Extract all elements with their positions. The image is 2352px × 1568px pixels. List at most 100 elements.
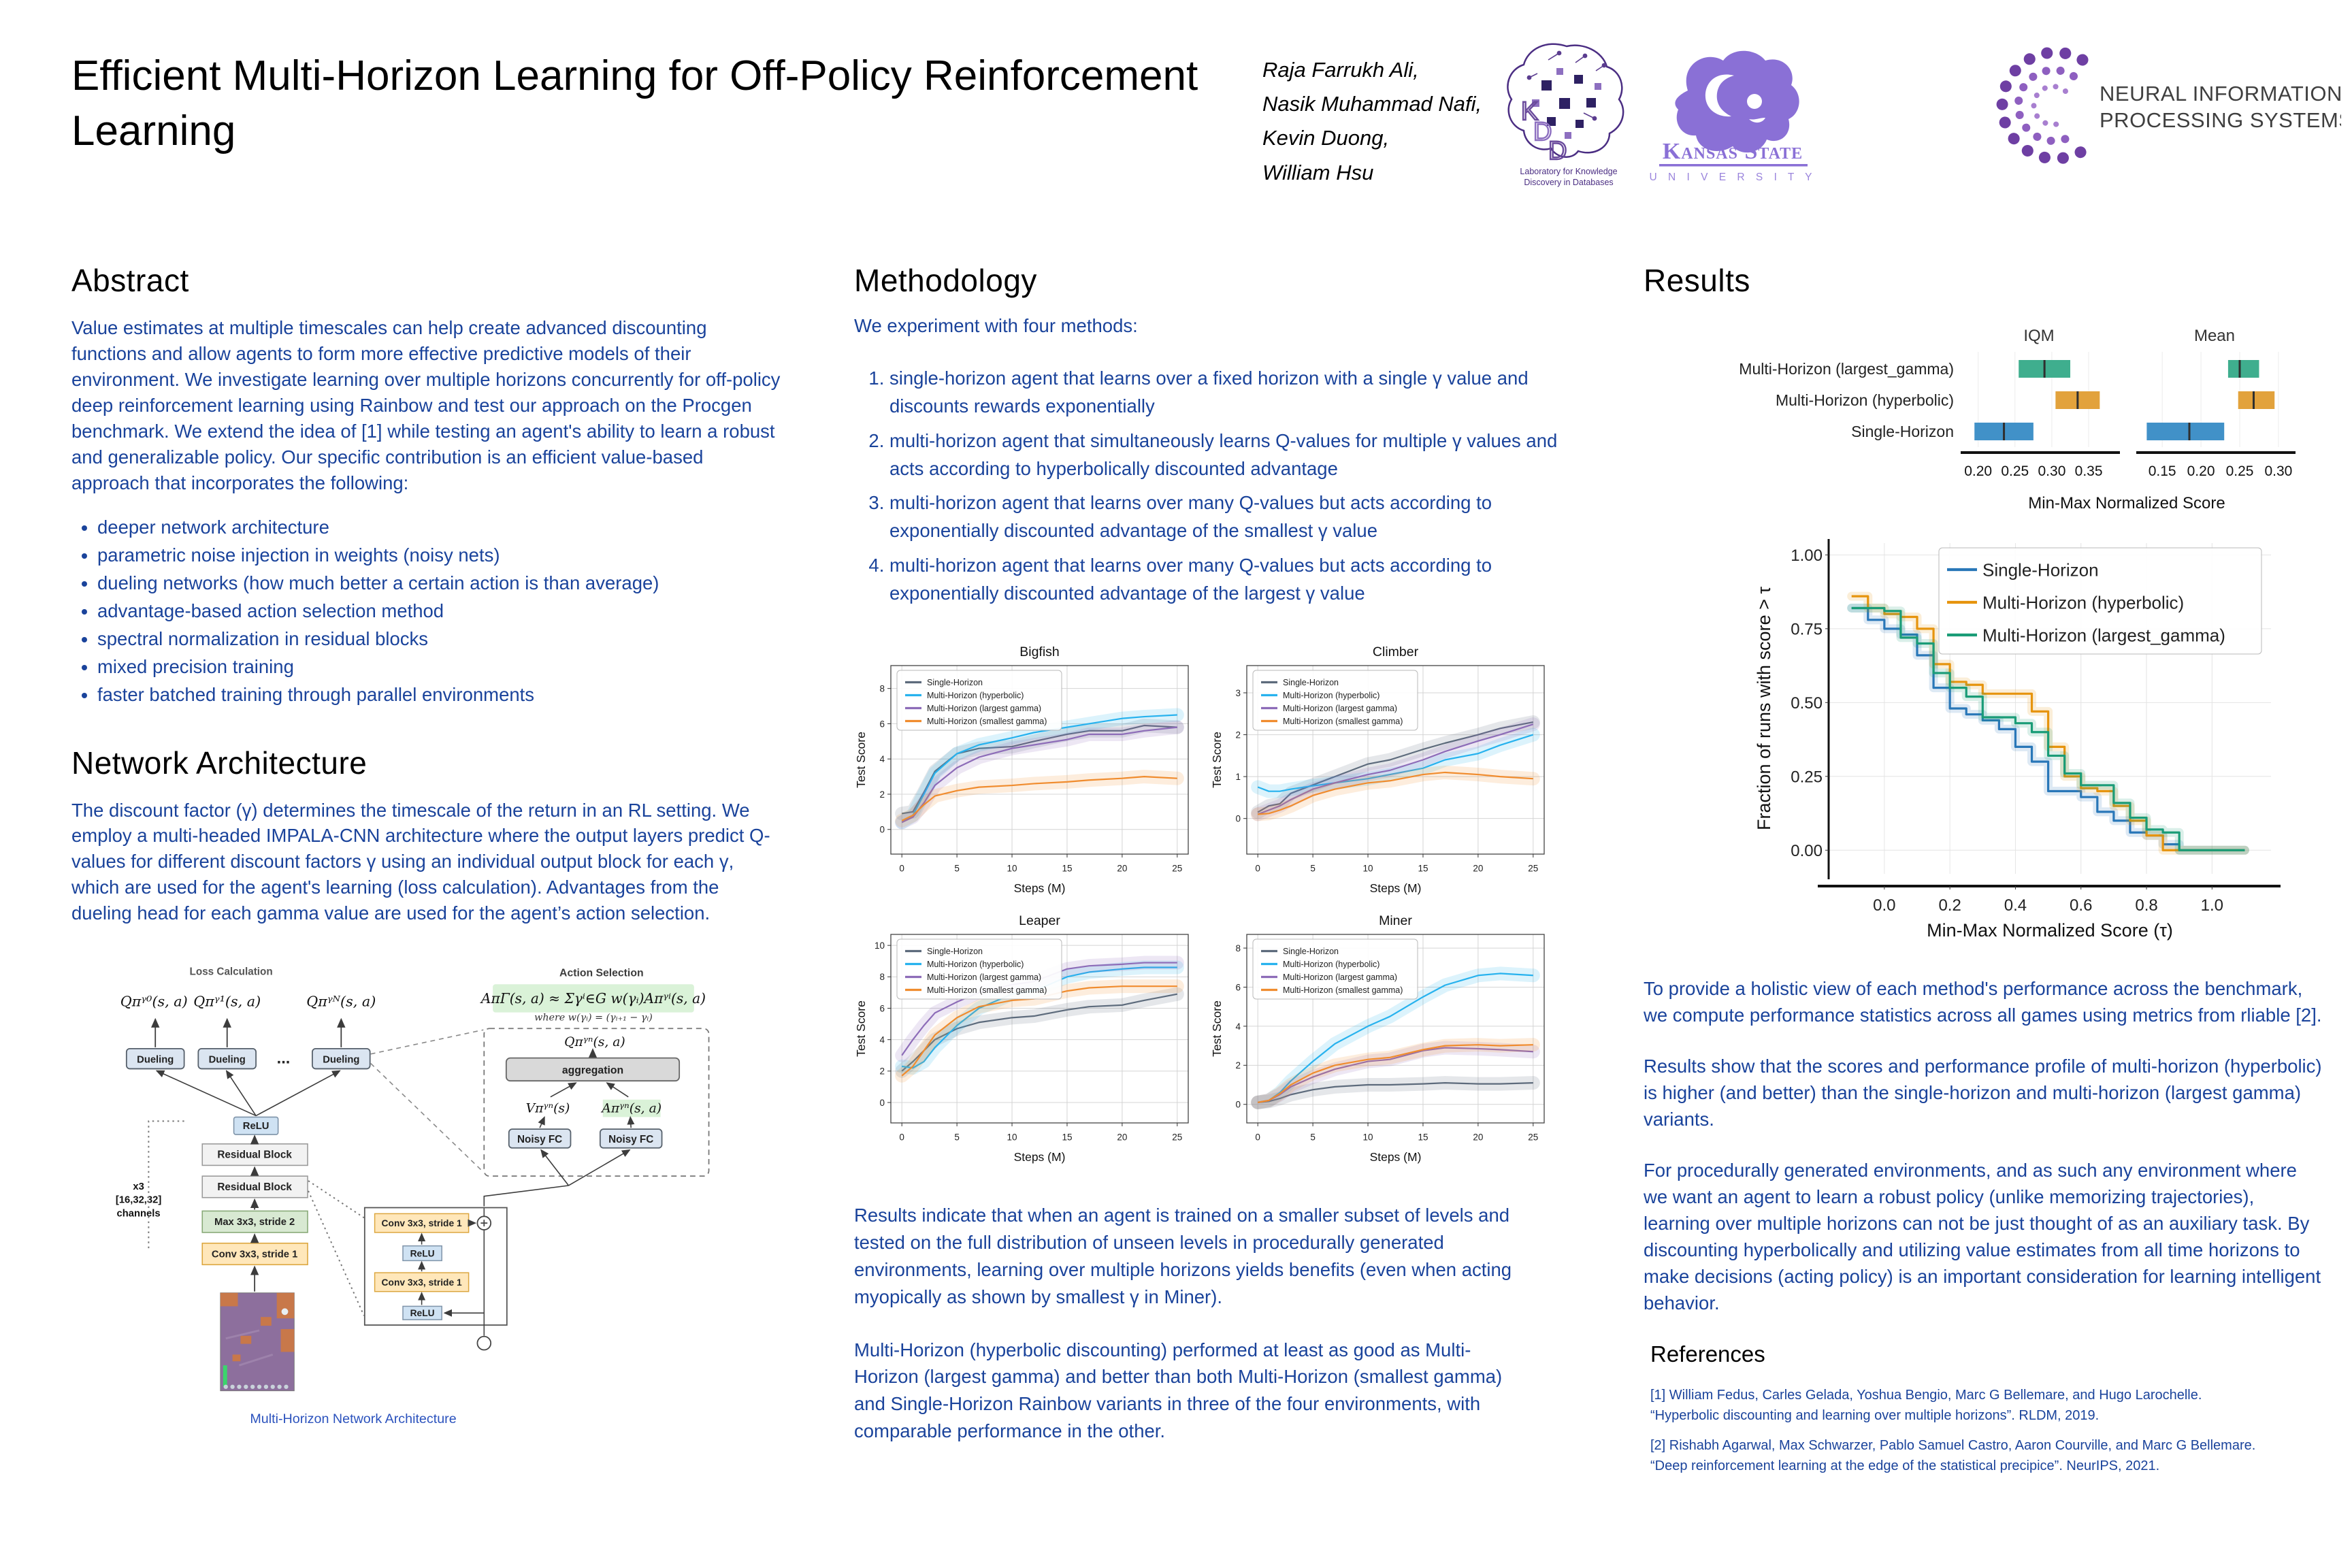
kdd-caption-line1: Laboratory for Knowledge [1520, 167, 1617, 176]
svg-text:0.8: 0.8 [2135, 896, 2157, 915]
relu-box-label: ReLU [410, 1249, 435, 1259]
svg-text:0: 0 [879, 825, 885, 835]
abstract-heading: Abstract [71, 263, 189, 298]
svg-text:4: 4 [879, 754, 885, 764]
results-p2: Results show that the scores and perform… [1644, 1056, 2322, 1130]
svg-text:Multi-Horizon (hyperbolic): Multi-Horizon (hyperbolic) [1283, 691, 1379, 700]
channels-label-l3: channels [117, 1209, 161, 1220]
abstract-column: Abstract Value estimates at multiple tim… [71, 262, 783, 1436]
svg-text:Test Score: Test Score [854, 1000, 868, 1057]
relu-box-label: ReLU [243, 1121, 270, 1132]
maxpool-box-label: Max 3x3, stride 2 [214, 1217, 295, 1228]
svg-text:25: 25 [1528, 1132, 1538, 1143]
svg-text:Multi-Horizon (hyperbolic): Multi-Horizon (hyperbolic) [927, 960, 1024, 969]
svg-text:0.30: 0.30 [2264, 463, 2292, 479]
methodology-intro: We experiment with four methods: [854, 315, 1138, 336]
svg-text:4: 4 [879, 1035, 885, 1045]
svg-text:IQM: IQM [2023, 327, 2054, 345]
svg-text:2: 2 [1235, 730, 1241, 740]
svg-text:Test Score: Test Score [1210, 732, 1224, 788]
svg-text:0: 0 [1235, 814, 1241, 824]
svg-text:5: 5 [954, 1132, 960, 1143]
svg-text:Multi-Horizon (smallest gamma): Multi-Horizon (smallest gamma) [1283, 985, 1403, 995]
svg-text:0: 0 [1235, 1100, 1241, 1110]
svg-text:Fraction of runs with score >: Fraction of runs with score > τ [1754, 587, 1774, 830]
ksu-name: Kansas State [1663, 139, 1803, 164]
svg-text:Mean: Mean [2194, 327, 2235, 345]
svg-text:0: 0 [1255, 1132, 1260, 1143]
svg-text:0.35: 0.35 [2075, 463, 2103, 479]
contribution-item: mixed precision training [97, 653, 783, 681]
svg-text:15: 15 [1062, 1132, 1072, 1143]
method-item: single-horizon agent that learns over a … [889, 364, 1562, 421]
svg-text:0.20: 0.20 [1964, 463, 1992, 479]
svg-text:20: 20 [1473, 864, 1483, 874]
svg-text:Bigfish: Bigfish [1019, 644, 1060, 659]
svg-text:0.20: 0.20 [2187, 463, 2215, 479]
svg-text:15: 15 [1418, 864, 1428, 874]
svg-text:20: 20 [1117, 1132, 1127, 1143]
dueling-box-label: Dueling [209, 1055, 246, 1066]
author-block: Raja Farrukh Ali, Nasik Muhammad Nafi, K… [1262, 53, 1482, 190]
contribution-list: deeper network architecture parametric n… [77, 514, 783, 709]
svg-text:5: 5 [1310, 864, 1316, 874]
svg-text:0: 0 [899, 864, 904, 874]
svg-text:Multi-Horizon (largest_gamma): Multi-Horizon (largest_gamma) [1982, 625, 2225, 645]
svg-text:5: 5 [1310, 1132, 1316, 1143]
aggregation-box-label: aggregation [562, 1065, 623, 1077]
svg-text:0.25: 0.25 [2001, 463, 2029, 479]
methodology-notes: Results indicate that when an agent is t… [854, 1202, 1528, 1445]
value-head-formula: Vπᵞⁿ(s) [526, 1102, 570, 1116]
svg-text:6: 6 [879, 719, 885, 729]
residual-block-label: Residual Block [217, 1181, 292, 1193]
svg-text:Single-Horizon: Single-Horizon [1283, 678, 1339, 687]
svg-text:10: 10 [1363, 1132, 1373, 1143]
svg-text:8: 8 [1235, 943, 1241, 953]
kdd-caption-line2: Discovery in Databases [1524, 178, 1613, 187]
diagram-caption: Multi-Horizon Network Architecture [250, 1411, 456, 1426]
svg-text:Multi-Horizon (largest gamma): Multi-Horizon (largest gamma) [1283, 973, 1397, 982]
q-gamma1-formula: Qπᵞ¹(s, a) [193, 994, 261, 1010]
svg-text:Multi-Horizon (largest gamma): Multi-Horizon (largest gamma) [927, 973, 1041, 982]
conv-box-label: Conv 3x3, stride 1 [382, 1277, 462, 1288]
svg-text:Steps (M): Steps (M) [1014, 1150, 1066, 1164]
method-item: multi-horizon agent that learns over man… [889, 489, 1562, 545]
contribution-item: deeper network architecture [97, 514, 783, 541]
svg-text:0: 0 [1255, 864, 1260, 874]
conv-box-label: Conv 3x3, stride 1 [212, 1250, 297, 1260]
neurips-text-line2: PROCESSING SYSTEMS [2100, 108, 2341, 132]
svg-text:15: 15 [1062, 864, 1072, 874]
noisy-fc-box-label: Noisy FC [517, 1134, 562, 1145]
contribution-item: advantage-based action selection method [97, 598, 783, 625]
weight-formula: where w(γᵢ) = (γᵢ₊₁ − γᵢ) [534, 1013, 653, 1024]
abstract-body: Value estimates at multiple timescales c… [71, 317, 781, 493]
method-item: multi-horizon agent that learns over man… [889, 551, 1562, 608]
svg-text:25: 25 [1528, 864, 1538, 874]
references-list: [1] William Fedus, Carles Gelada, Yoshua… [1650, 1385, 2263, 1476]
network-architecture-heading: Network Architecture [71, 745, 368, 781]
svg-text:1.00: 1.00 [1791, 546, 1823, 565]
results-column: Results IQM 0.20 0.25 0.30 0.35 Mean 0.15 0.20 0… [1644, 262, 2338, 1486]
ksu-university-text: U N I V E R S I T Y [1650, 172, 1816, 183]
dueling-box-label: Dueling [323, 1055, 359, 1066]
svg-text:6: 6 [1235, 982, 1241, 992]
svg-text:6: 6 [879, 1003, 885, 1013]
svg-text:Multi-Horizon (hyperbolic): Multi-Horizon (hyperbolic) [1982, 592, 2184, 612]
results-p1: To provide a holistic view of each metho… [1644, 978, 2322, 1026]
svg-text:Miner: Miner [1379, 913, 1412, 928]
contribution-item: spectral normalization in residual block… [97, 625, 783, 653]
svg-text:Multi-Horizon (smallest gamma): Multi-Horizon (smallest gamma) [927, 985, 1047, 995]
relu-box-label: ReLU [410, 1308, 435, 1318]
methods-list: single-horizon agent that learns over a … [854, 364, 1562, 607]
svg-text:Single-Horizon: Single-Horizon [927, 678, 983, 687]
svg-text:5: 5 [954, 864, 960, 874]
miner-chart: 0 5 10 15 20 25 0 2 4 6 8 Steps (M) Test Score Miner S… [1210, 904, 1554, 1166]
svg-text:Min-Max Normalized Score: Min-Max Normalized Score [2028, 494, 2225, 512]
game-observation-image [220, 1292, 295, 1392]
svg-text:2: 2 [879, 1066, 885, 1077]
svg-text:0.25: 0.25 [1791, 768, 1823, 786]
dueling-box-label: Dueling [137, 1055, 174, 1066]
architecture-diagram: Loss Calculation Action Selection Qπᵞ⁰(s… [71, 936, 783, 1436]
action-selection-label: Action Selection [559, 968, 644, 979]
kdd-letter: K [1521, 97, 1538, 126]
